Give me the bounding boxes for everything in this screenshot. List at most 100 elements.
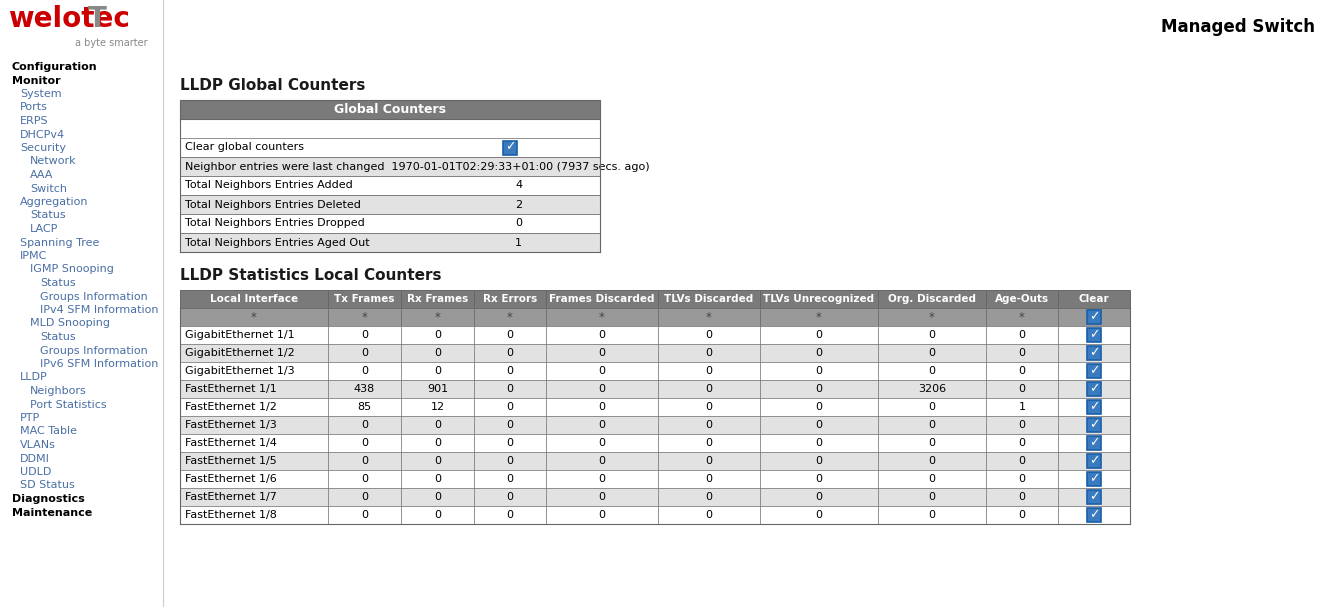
Text: ✓: ✓	[1089, 382, 1100, 395]
Text: 0: 0	[506, 456, 514, 466]
Text: Status: Status	[40, 278, 76, 288]
Bar	[1088, 508, 1101, 522]
Text: 0: 0	[705, 402, 713, 412]
Text: 0: 0	[815, 438, 822, 448]
Text: GigabitEthernet 1/3: GigabitEthernet 1/3	[185, 366, 295, 376]
Text: SD Status: SD Status	[20, 481, 74, 490]
Text: 0: 0	[705, 492, 713, 502]
Bar	[328, 326, 401, 344]
Bar	[474, 308, 546, 326]
Bar	[760, 308, 878, 326]
Text: Security: Security	[20, 143, 66, 153]
Bar	[1058, 398, 1130, 416]
Text: ✓: ✓	[1089, 508, 1100, 521]
Text: 0: 0	[599, 420, 606, 430]
Bar	[181, 308, 328, 326]
Bar	[985, 326, 1058, 344]
Text: ✓: ✓	[1089, 436, 1100, 449]
Bar	[181, 470, 328, 488]
Bar	[985, 398, 1058, 416]
Bar	[1058, 434, 1130, 452]
Text: ✓: ✓	[1089, 328, 1100, 341]
Text: 0: 0	[1019, 384, 1025, 394]
Text: *: *	[930, 311, 935, 324]
Text: 0: 0	[815, 366, 822, 376]
Bar	[878, 506, 985, 524]
Text: AAA: AAA	[31, 170, 53, 180]
Bar	[328, 452, 401, 470]
Bar	[760, 362, 878, 380]
Bar	[760, 488, 878, 506]
Bar	[401, 488, 474, 506]
Bar	[760, 470, 878, 488]
Bar	[328, 308, 401, 326]
Text: 0: 0	[928, 492, 935, 502]
Bar	[878, 308, 985, 326]
Text: 0: 0	[928, 330, 935, 340]
Bar	[878, 326, 985, 344]
Text: Org. Discarded: Org. Discarded	[888, 294, 976, 304]
Text: *: *	[706, 311, 712, 324]
Bar	[546, 290, 657, 308]
Bar	[657, 506, 760, 524]
Bar	[328, 470, 401, 488]
Bar	[985, 470, 1058, 488]
Text: 0: 0	[815, 510, 822, 520]
Text: ✓: ✓	[505, 140, 515, 154]
Text: 0: 0	[705, 420, 713, 430]
Text: 0: 0	[361, 492, 368, 502]
Bar	[878, 380, 985, 398]
Bar	[878, 362, 985, 380]
Text: 0: 0	[599, 474, 606, 484]
Bar	[181, 452, 328, 470]
Bar	[878, 290, 985, 308]
Text: Frames Discarded: Frames Discarded	[550, 294, 655, 304]
Text: 2: 2	[515, 200, 522, 209]
Text: 0: 0	[1019, 420, 1025, 430]
Bar	[657, 362, 760, 380]
Text: 85: 85	[357, 402, 372, 412]
Text: System: System	[20, 89, 61, 99]
Bar	[985, 452, 1058, 470]
Bar	[1058, 308, 1130, 326]
Bar	[546, 434, 657, 452]
Text: Total Neighbors Entries Deleted: Total Neighbors Entries Deleted	[185, 200, 361, 209]
Bar	[985, 290, 1058, 308]
Text: 0: 0	[434, 456, 441, 466]
Text: 0: 0	[506, 384, 514, 394]
Bar	[546, 344, 657, 362]
Text: MLD Snooping: MLD Snooping	[31, 319, 110, 328]
Text: Maintenance: Maintenance	[12, 507, 92, 518]
Bar	[878, 398, 985, 416]
Text: 0: 0	[361, 366, 368, 376]
Text: 0: 0	[434, 330, 441, 340]
Text: VLANs: VLANs	[20, 440, 56, 450]
Text: 0: 0	[705, 384, 713, 394]
Text: Aggregation: Aggregation	[20, 197, 89, 207]
Text: 1: 1	[1019, 402, 1025, 412]
Bar	[1058, 452, 1130, 470]
Bar	[1058, 362, 1130, 380]
Text: 0: 0	[506, 474, 514, 484]
Text: LACP: LACP	[31, 224, 58, 234]
Text: *: *	[507, 311, 513, 324]
Bar	[401, 470, 474, 488]
Text: 0: 0	[928, 510, 935, 520]
Text: 3206: 3206	[918, 384, 946, 394]
Bar	[401, 398, 474, 416]
Text: 0: 0	[705, 474, 713, 484]
Bar	[760, 416, 878, 434]
Text: GigabitEthernet 1/1: GigabitEthernet 1/1	[185, 330, 295, 340]
Bar	[474, 434, 546, 452]
Bar	[328, 506, 401, 524]
Text: ERPS: ERPS	[20, 116, 49, 126]
Bar	[401, 380, 474, 398]
Text: IGMP Snooping: IGMP Snooping	[31, 265, 114, 274]
Bar	[985, 308, 1058, 326]
Bar	[657, 380, 760, 398]
Text: 0: 0	[599, 456, 606, 466]
Text: 0: 0	[815, 492, 822, 502]
Text: 0: 0	[928, 348, 935, 358]
Text: 0: 0	[1019, 492, 1025, 502]
Text: 0: 0	[361, 348, 368, 358]
